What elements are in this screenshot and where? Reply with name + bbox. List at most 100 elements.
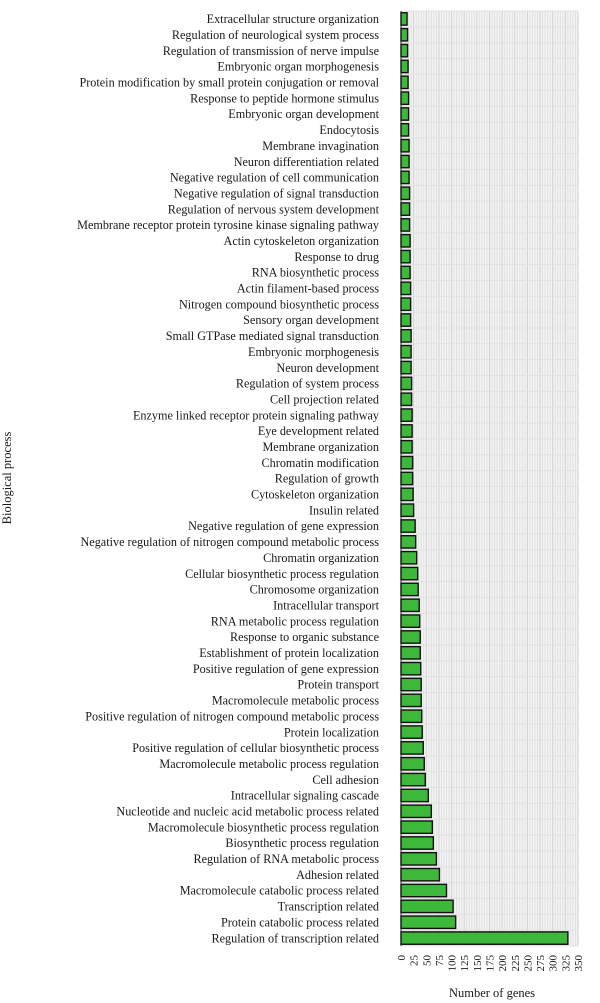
bar xyxy=(400,27,409,42)
bar xyxy=(400,471,414,486)
category-label: RNA biosynthetic process xyxy=(252,266,380,280)
bar xyxy=(400,883,448,898)
bar xyxy=(400,788,430,803)
category-label: Protein catabolic process related xyxy=(221,915,379,929)
category-label: Enzyme linked receptor protein signaling… xyxy=(133,408,380,422)
category-label: Embryonic organ morphogenesis xyxy=(217,60,379,74)
bar xyxy=(400,154,410,169)
category-label: Chromatin organization xyxy=(263,551,379,565)
bars xyxy=(400,12,569,945)
category-label: Embryonic organ development xyxy=(228,107,379,121)
bar xyxy=(400,75,409,90)
category-labels: Extracellular structure organization Regu… xyxy=(77,12,380,945)
category-label: Insulin related xyxy=(309,503,379,517)
category-label: Actin cytoskeleton organization xyxy=(224,234,379,248)
category-label: Regulation of transmission of nerve impu… xyxy=(163,44,379,58)
x-tick-label: 25 xyxy=(409,955,421,967)
category-label: Actin filament-based process xyxy=(237,282,379,296)
bar xyxy=(400,344,412,359)
bar xyxy=(400,281,412,296)
bar xyxy=(400,392,413,407)
bar xyxy=(400,91,410,106)
bar xyxy=(400,439,413,454)
bar xyxy=(400,360,412,375)
bar xyxy=(400,899,454,914)
bar xyxy=(400,503,415,518)
category-label: Intracellular signaling cascade xyxy=(231,789,379,803)
bar xyxy=(400,186,411,201)
x-tick-label: 300 xyxy=(548,955,560,972)
category-label: Response to organic substance xyxy=(230,630,379,644)
category-label: Positive regulation of cellular biosynth… xyxy=(132,741,379,755)
bar xyxy=(400,693,422,708)
bar xyxy=(400,59,409,74)
bar xyxy=(400,535,417,549)
bar xyxy=(400,170,410,185)
bar xyxy=(400,630,421,644)
category-label: Regulation of nervous system development xyxy=(168,202,380,216)
x-tick-label: 0 xyxy=(396,955,408,961)
category-label: Regulation of RNA metabolic process xyxy=(194,852,380,866)
category-label: Adhesion related xyxy=(296,868,379,882)
x-tick-label: 250 xyxy=(522,955,534,972)
category-label: Response to drug xyxy=(294,250,379,264)
category-label: Positive regulation of nitrogen compound… xyxy=(85,709,379,723)
bar xyxy=(400,328,412,343)
category-label: Cell projection related xyxy=(270,392,379,406)
bar xyxy=(400,677,422,692)
bar xyxy=(400,645,421,660)
category-label: Protein transport xyxy=(297,678,379,692)
bar xyxy=(400,376,413,391)
bar xyxy=(400,836,435,850)
bar xyxy=(400,313,412,327)
bar xyxy=(400,725,423,739)
category-label: Protein localization xyxy=(284,725,379,739)
category-label: Membrane organization xyxy=(262,440,379,454)
category-label: Chromatin modification xyxy=(262,456,379,470)
bar xyxy=(400,931,569,945)
bar xyxy=(400,408,413,422)
bar xyxy=(400,820,434,835)
category-label: Small GTPase mediated signal transductio… xyxy=(166,329,379,343)
bar xyxy=(400,487,414,502)
category-label: Cellular biosynthetic process regulation xyxy=(185,567,379,581)
bar xyxy=(400,772,426,787)
category-label: Negative regulation of cell communicatio… xyxy=(170,171,379,185)
category-label: Macromolecule biosynthetic process regul… xyxy=(148,820,379,834)
bar xyxy=(400,756,425,771)
category-label: Regulation of transcription related xyxy=(211,931,379,945)
bar xyxy=(400,297,412,312)
bar xyxy=(400,43,409,58)
bar xyxy=(400,218,411,232)
category-label: Establishment of protein localization xyxy=(199,646,379,660)
category-label: Macromolecule catabolic process related xyxy=(180,884,379,898)
x-tick-label: 100 xyxy=(447,955,459,972)
bar xyxy=(400,550,418,565)
category-label: Endocytosis xyxy=(319,123,379,137)
grid xyxy=(400,10,579,947)
category-label: Membrane invagination xyxy=(262,139,379,153)
category-label: Regulation of neurological system proces… xyxy=(172,28,379,42)
bar xyxy=(400,566,419,581)
bar xyxy=(400,867,441,882)
category-label: Neuron development xyxy=(276,361,379,375)
bar xyxy=(400,12,408,26)
category-label: Negative regulation of signal transducti… xyxy=(174,186,379,200)
x-tick-label: 200 xyxy=(497,955,509,972)
category-label: Macromolecule metabolic process xyxy=(212,694,379,708)
bar xyxy=(400,851,438,866)
category-label: Sensory organ development xyxy=(243,313,379,327)
bar xyxy=(400,233,411,248)
x-tick-label: 275 xyxy=(535,955,547,972)
bar xyxy=(400,455,414,470)
category-label: Macromolecule metabolic process regulati… xyxy=(159,757,379,771)
category-label: Intracellular transport xyxy=(273,598,380,612)
x-tick-label: 350 xyxy=(573,955,585,972)
category-label: Membrane receptor protein tyrosine kinas… xyxy=(77,218,380,232)
category-label: Negative regulation of nitrogen compound… xyxy=(80,535,379,549)
bar xyxy=(400,614,421,629)
bar xyxy=(400,519,416,533)
category-label: Embryonic morphogenesis xyxy=(248,345,379,359)
x-tick-label: 50 xyxy=(421,955,433,967)
